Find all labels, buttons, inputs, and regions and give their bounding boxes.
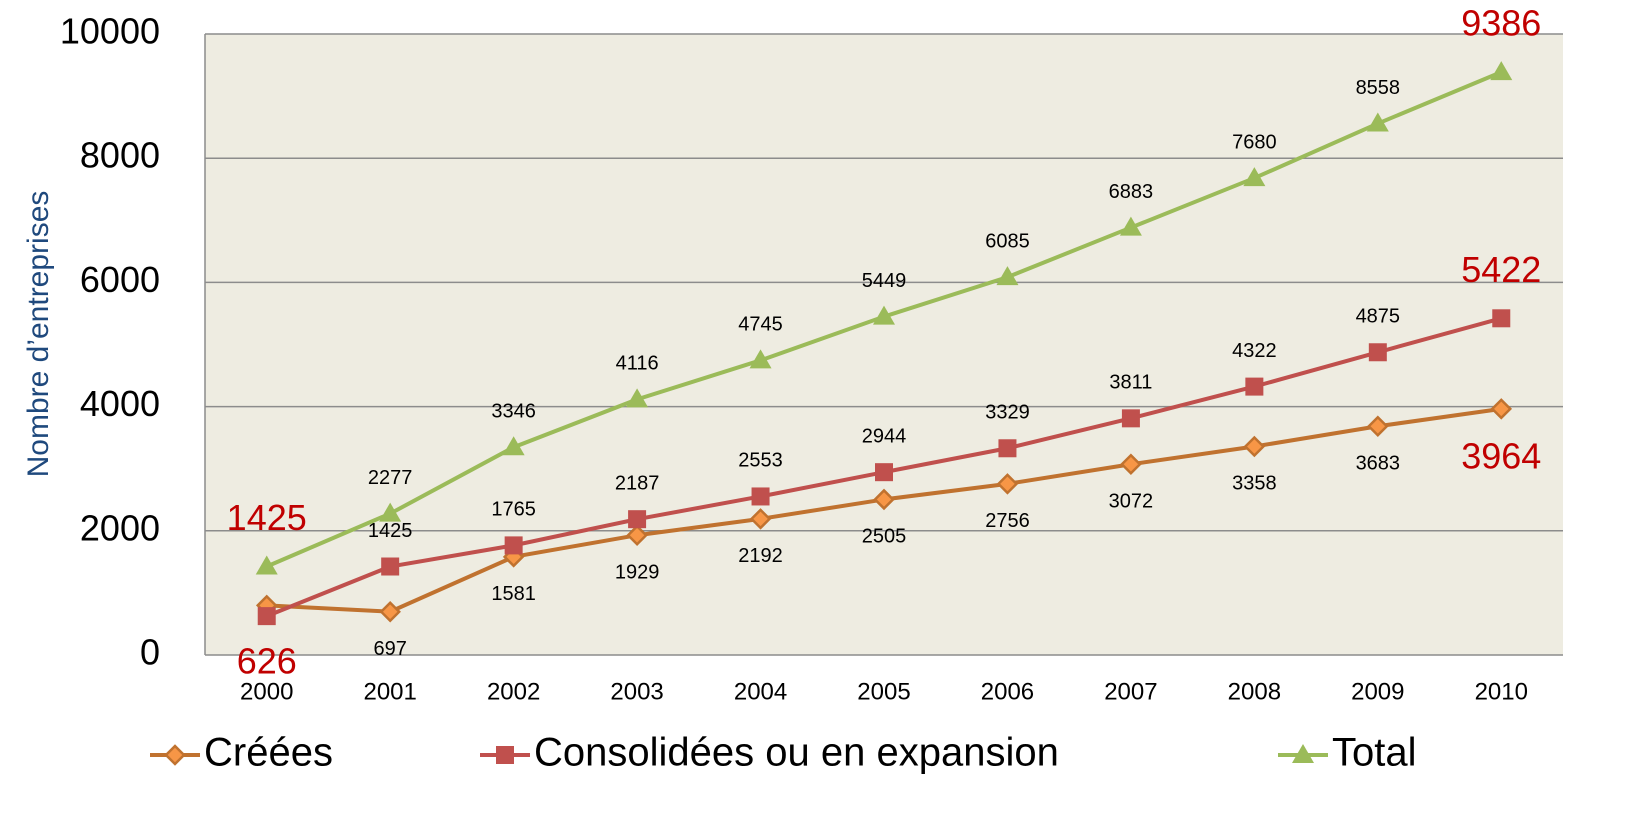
data-label: 2756 xyxy=(985,510,1030,532)
x-tick-label: 2004 xyxy=(734,678,787,705)
data-label: 3811 xyxy=(1109,372,1152,394)
data-label: 1581 xyxy=(491,583,536,605)
legend-label: Consolidées ou en expansion xyxy=(534,731,1059,775)
data-label: 4745 xyxy=(738,314,783,336)
marker xyxy=(255,555,278,575)
x-tick-label: 2006 xyxy=(981,678,1034,705)
marker xyxy=(164,744,186,766)
y-tick-label: 10000 xyxy=(60,11,160,52)
x-tick-label: 2005 xyxy=(857,678,910,705)
x-tick-label: 2010 xyxy=(1475,678,1528,705)
plot-area xyxy=(205,34,1563,655)
data-label: 2192 xyxy=(738,545,783,567)
y-axis-label: Nombre d’entreprises xyxy=(22,191,55,478)
y-tick-label: 4000 xyxy=(80,383,160,424)
x-tick-label: 2002 xyxy=(487,678,540,705)
marker xyxy=(1490,61,1513,81)
data-label: 1929 xyxy=(615,561,660,583)
marker xyxy=(875,463,893,482)
data-label: 2277 xyxy=(368,467,413,489)
marker xyxy=(1243,167,1266,187)
marker xyxy=(751,487,770,506)
data-label: 2944 xyxy=(862,425,907,447)
marker xyxy=(873,488,895,511)
legend-label: Total xyxy=(1332,731,1417,775)
marker xyxy=(496,746,514,764)
data-label: 5449 xyxy=(862,270,907,292)
marker xyxy=(1490,398,1513,420)
data-label: 3683 xyxy=(1356,453,1401,475)
data-label: 4875 xyxy=(1356,306,1401,328)
data-label: 7680 xyxy=(1232,131,1277,153)
data-label: 6085 xyxy=(985,230,1030,252)
marker xyxy=(996,266,1019,286)
data-label: 1425 xyxy=(227,497,307,538)
marker xyxy=(628,510,647,529)
marker xyxy=(626,524,648,546)
marker xyxy=(379,600,401,623)
marker xyxy=(749,508,772,530)
marker xyxy=(1292,744,1314,763)
data-label: 626 xyxy=(237,641,297,682)
y-tick-label: 2000 xyxy=(80,507,160,548)
marker xyxy=(1492,309,1511,328)
marker xyxy=(1121,409,1140,428)
marker xyxy=(257,607,276,626)
data-label: 4116 xyxy=(616,353,659,375)
data-label: 1765 xyxy=(491,499,536,521)
data-label: 9386 xyxy=(1461,3,1541,44)
data-label: 8558 xyxy=(1356,77,1401,99)
y-tick-label: 8000 xyxy=(80,135,160,176)
x-tick-label: 2007 xyxy=(1104,678,1157,705)
marker xyxy=(873,305,895,325)
x-tick-label: 2000 xyxy=(240,678,293,705)
marker xyxy=(1245,377,1264,396)
marker xyxy=(626,388,649,408)
y-tick-label: 0 xyxy=(140,632,160,673)
x-tick-label: 2001 xyxy=(363,678,416,705)
marker xyxy=(1366,112,1389,132)
x-tick-label: 2008 xyxy=(1228,678,1281,705)
marker xyxy=(1119,216,1142,236)
marker xyxy=(1243,435,1266,458)
data-label: 3964 xyxy=(1461,435,1541,476)
marker xyxy=(1120,453,1142,475)
marker xyxy=(1368,343,1387,362)
data-label: 3358 xyxy=(1232,473,1277,495)
y-tick-label: 6000 xyxy=(80,259,160,300)
data-label: 2505 xyxy=(862,526,907,548)
x-tick-label: 2003 xyxy=(610,678,663,705)
data-label: 3329 xyxy=(985,402,1030,424)
marker xyxy=(996,473,1019,495)
data-label: 4322 xyxy=(1232,340,1277,362)
marker xyxy=(504,536,523,555)
data-label: 1425 xyxy=(368,520,413,542)
data-label: 2187 xyxy=(615,472,660,494)
data-label: 5422 xyxy=(1461,249,1541,290)
marker xyxy=(379,502,402,522)
marker xyxy=(381,557,400,576)
marker xyxy=(502,436,525,456)
data-label: 2553 xyxy=(738,450,783,472)
marker xyxy=(998,439,1017,458)
marker xyxy=(1367,415,1389,438)
x-tick-label: 2009 xyxy=(1351,678,1404,705)
marker xyxy=(749,349,772,369)
data-label: 6883 xyxy=(1109,181,1154,203)
data-label: 697 xyxy=(373,638,406,660)
legend-label: Créées xyxy=(204,731,333,775)
data-label: 3072 xyxy=(1109,491,1154,513)
data-label: 3346 xyxy=(491,400,536,422)
